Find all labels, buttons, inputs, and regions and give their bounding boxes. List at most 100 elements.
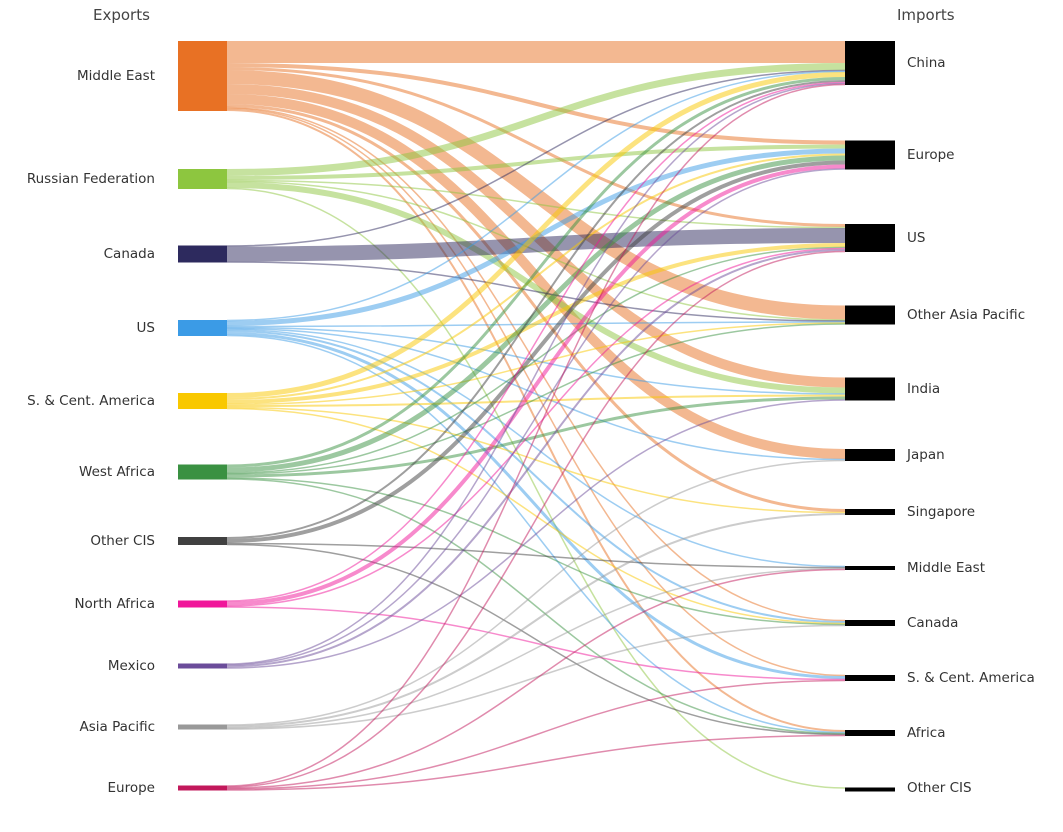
flow-link[interactable] <box>226 228 846 262</box>
flow-link[interactable] <box>226 243 846 404</box>
target-node[interactable] <box>845 140 895 170</box>
source-label: North Africa <box>74 596 155 612</box>
flow-link[interactable] <box>226 394 846 407</box>
flow-link[interactable] <box>226 168 846 666</box>
source-node[interactable] <box>178 169 227 189</box>
target-label: Other Asia Pacific <box>907 307 1026 323</box>
flow-link[interactable] <box>226 153 846 400</box>
flow-link[interactable] <box>226 459 846 726</box>
source-node[interactable] <box>178 41 227 111</box>
flow-link[interactable] <box>226 182 846 394</box>
flow-link[interactable] <box>226 261 846 322</box>
flow-link[interactable] <box>226 624 846 730</box>
source-node[interactable] <box>178 320 227 336</box>
flow-link[interactable] <box>226 406 846 514</box>
flow-link[interactable] <box>226 160 846 543</box>
source-label: Europe <box>107 780 155 796</box>
source-label: S. & Cent. America <box>27 393 155 409</box>
source-node[interactable] <box>178 393 227 409</box>
flow-link[interactable] <box>226 63 846 145</box>
target-label: India <box>907 381 941 397</box>
source-node[interactable] <box>178 600 227 608</box>
flow-link[interactable] <box>226 407 846 625</box>
target-node[interactable] <box>845 305 895 325</box>
flow-link[interactable] <box>226 478 846 735</box>
target-label: Africa <box>907 725 946 741</box>
flow-link[interactable] <box>226 187 846 789</box>
source-label: Asia Pacific <box>79 719 156 735</box>
source-node[interactable] <box>178 245 227 263</box>
source-node[interactable] <box>178 537 227 545</box>
flow-link[interactable] <box>226 322 846 406</box>
target-node[interactable] <box>845 449 895 461</box>
target-label: Other CIS <box>907 780 972 796</box>
target-label: China <box>907 55 946 71</box>
target-label: US <box>907 230 926 246</box>
flow-link[interactable] <box>226 107 846 677</box>
target-label: Singapore <box>907 504 976 520</box>
target-node[interactable] <box>845 377 895 401</box>
source-node[interactable] <box>178 724 227 730</box>
flow-link[interactable] <box>226 82 846 665</box>
target-node[interactable] <box>845 509 895 515</box>
target-label: Middle East <box>907 560 986 576</box>
flow-link[interactable] <box>226 69 846 247</box>
imports-header: Imports <box>897 6 955 24</box>
source-node[interactable] <box>178 785 227 791</box>
target-node[interactable] <box>845 730 895 736</box>
flow-link[interactable] <box>226 70 846 322</box>
target-node[interactable] <box>845 566 895 570</box>
flow-link[interactable] <box>226 606 846 681</box>
flow-link[interactable] <box>226 330 846 623</box>
flow-link[interactable] <box>226 328 846 568</box>
flow-link[interactable] <box>226 72 846 398</box>
target-node[interactable] <box>845 41 895 85</box>
target-label: Japan <box>907 447 945 463</box>
source-label: Mexico <box>107 658 155 674</box>
flow-link[interactable] <box>226 323 846 475</box>
flow-link[interactable] <box>226 327 846 461</box>
flow-link[interactable] <box>226 247 846 607</box>
flow-link[interactable] <box>226 144 846 180</box>
target-label: Europe <box>907 147 955 163</box>
flow-link[interactable] <box>226 250 846 788</box>
flow-link[interactable] <box>226 513 846 728</box>
flow-link[interactable] <box>226 679 846 790</box>
flow-link[interactable] <box>226 249 846 668</box>
flow-link[interactable] <box>226 567 846 729</box>
flow-link[interactable] <box>226 80 846 539</box>
source-node[interactable] <box>178 663 227 669</box>
flow-link[interactable] <box>226 179 846 229</box>
flow-link[interactable] <box>226 332 846 679</box>
target-node[interactable] <box>845 787 895 792</box>
flow-link[interactable] <box>226 399 846 669</box>
flow-link[interactable] <box>226 70 846 320</box>
flow-link[interactable] <box>226 477 846 626</box>
source-label: West Africa <box>79 464 155 480</box>
target-label: S. & Cent. America <box>907 670 1035 686</box>
source-node[interactable] <box>178 464 227 480</box>
target-node[interactable] <box>845 224 895 252</box>
flow-link[interactable] <box>226 63 846 176</box>
source-label: Canada <box>103 246 155 262</box>
target-label: Canada <box>907 615 959 631</box>
target-node[interactable] <box>845 675 895 681</box>
exports-header: Exports <box>93 6 150 24</box>
flow-link[interactable] <box>226 83 846 787</box>
flow-link[interactable] <box>226 81 846 602</box>
flow-link[interactable] <box>226 568 846 789</box>
target-node[interactable] <box>845 620 895 626</box>
flow-link[interactable] <box>226 155 846 473</box>
flow-link[interactable] <box>226 164 846 606</box>
flow-link[interactable] <box>226 77 846 468</box>
source-label: Middle East <box>76 68 155 84</box>
flow-link[interactable] <box>226 67 846 227</box>
flow-link[interactable] <box>226 542 846 569</box>
flow-link[interactable] <box>226 734 846 791</box>
flow-link[interactable] <box>226 543 846 736</box>
flow-link[interactable] <box>226 109 846 732</box>
flow-link[interactable] <box>226 246 846 474</box>
source-label: US <box>136 320 155 336</box>
